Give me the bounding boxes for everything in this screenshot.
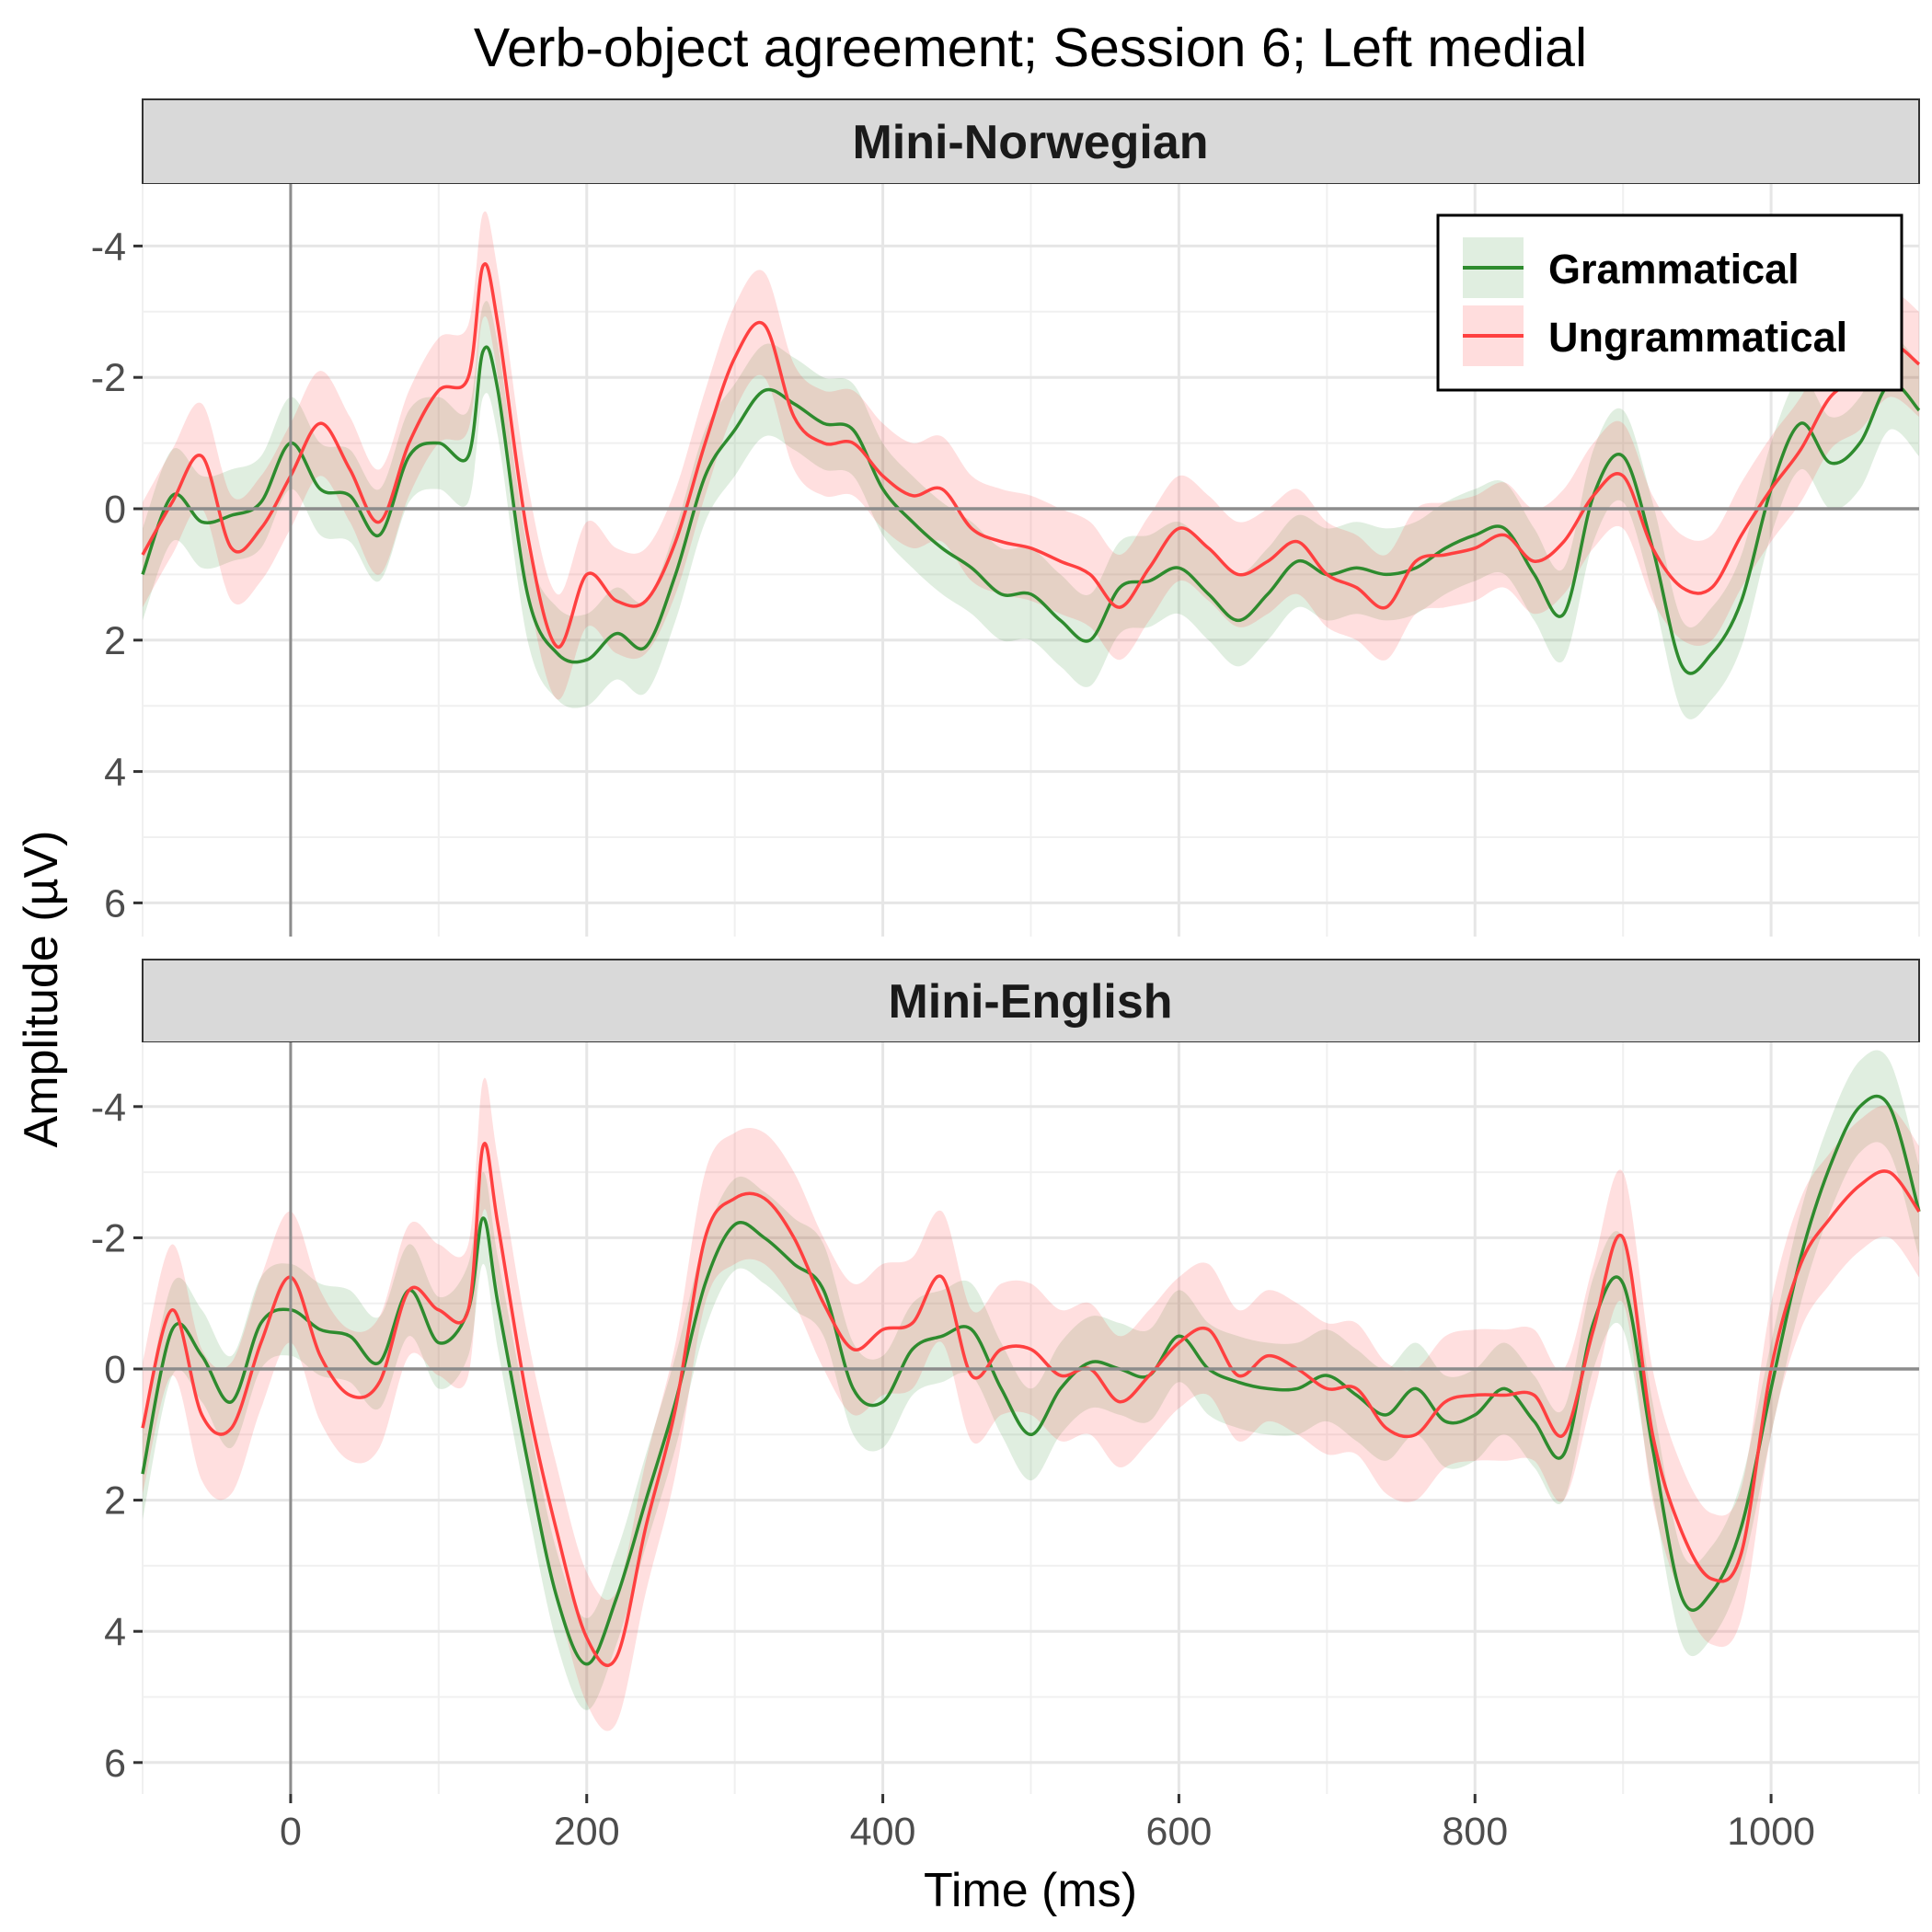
line-grammatical bbox=[141, 1094, 1921, 1666]
x-tick-label: 800 bbox=[1442, 1810, 1508, 1854]
y-tick-label: -2 bbox=[91, 1216, 126, 1260]
chart-title: Verb-object agreement; Session 6; Left m… bbox=[474, 17, 1587, 78]
strip-background-mini-norwegian bbox=[142, 98, 1920, 185]
x-tick-label: 1000 bbox=[1727, 1810, 1815, 1854]
line-grammatical bbox=[141, 345, 1921, 675]
x-tick-label: 200 bbox=[554, 1810, 620, 1854]
ribbon-ungrammatical bbox=[143, 1077, 1919, 1731]
y-tick-label: -4 bbox=[91, 1086, 126, 1130]
y-tick-label: -4 bbox=[91, 224, 126, 269]
strip-label-mini-english: Mini-English bbox=[888, 975, 1172, 1029]
x-axis: 0 200 400 600 800 1000 bbox=[280, 1794, 1815, 1854]
y-axis-mini-english: -4 -2 0 2 4 6 bbox=[91, 1086, 143, 1786]
panel-mini-english: Mini-English -4 -2 0 2 4 6 bbox=[91, 959, 1921, 1794]
strip-label-mini-norwegian: Mini-Norwegian bbox=[852, 116, 1208, 169]
legend-label-grammatical: Grammatical bbox=[1548, 246, 1800, 293]
y-tick-label: 2 bbox=[104, 619, 126, 663]
y-axis-title: Amplitude (µV) bbox=[15, 831, 68, 1148]
y-tick-label: 0 bbox=[104, 1348, 126, 1392]
ribbon-ungrammatical bbox=[143, 211, 1919, 700]
panel-mini-norwegian: Mini-Norwegian -4 -2 0 2 4 6 bbox=[91, 98, 1921, 937]
series-mini-norwegian bbox=[141, 184, 1921, 937]
y-tick-label: 2 bbox=[104, 1479, 126, 1524]
grid-mini-english bbox=[142, 1042, 1920, 1794]
legend: Grammatical Ungrammatical bbox=[1436, 213, 1903, 392]
x-axis-title: Time (ms) bbox=[924, 1864, 1137, 1917]
y-tick-label: 4 bbox=[104, 751, 126, 795]
x-tick-label: 600 bbox=[1146, 1810, 1213, 1854]
x-tick-label: 0 bbox=[280, 1810, 302, 1854]
ribbon-grammatical bbox=[143, 301, 1919, 719]
y-tick-label: 6 bbox=[104, 1742, 126, 1786]
series-mini-english bbox=[141, 1042, 1921, 1794]
line-ungrammatical bbox=[141, 1142, 1921, 1667]
y-tick-label: -2 bbox=[91, 356, 126, 400]
y-tick-label: 0 bbox=[104, 488, 126, 532]
legend-box bbox=[1436, 213, 1903, 392]
x-tick-label: 400 bbox=[850, 1810, 916, 1854]
legend-label-ungrammatical: Ungrammatical bbox=[1548, 314, 1847, 361]
y-tick-label: 4 bbox=[104, 1610, 126, 1654]
strip-background-mini-english bbox=[142, 959, 1920, 1043]
y-tick-label: 6 bbox=[104, 881, 126, 926]
y-axis-mini-norwegian: -4 -2 0 2 4 6 bbox=[91, 224, 143, 926]
